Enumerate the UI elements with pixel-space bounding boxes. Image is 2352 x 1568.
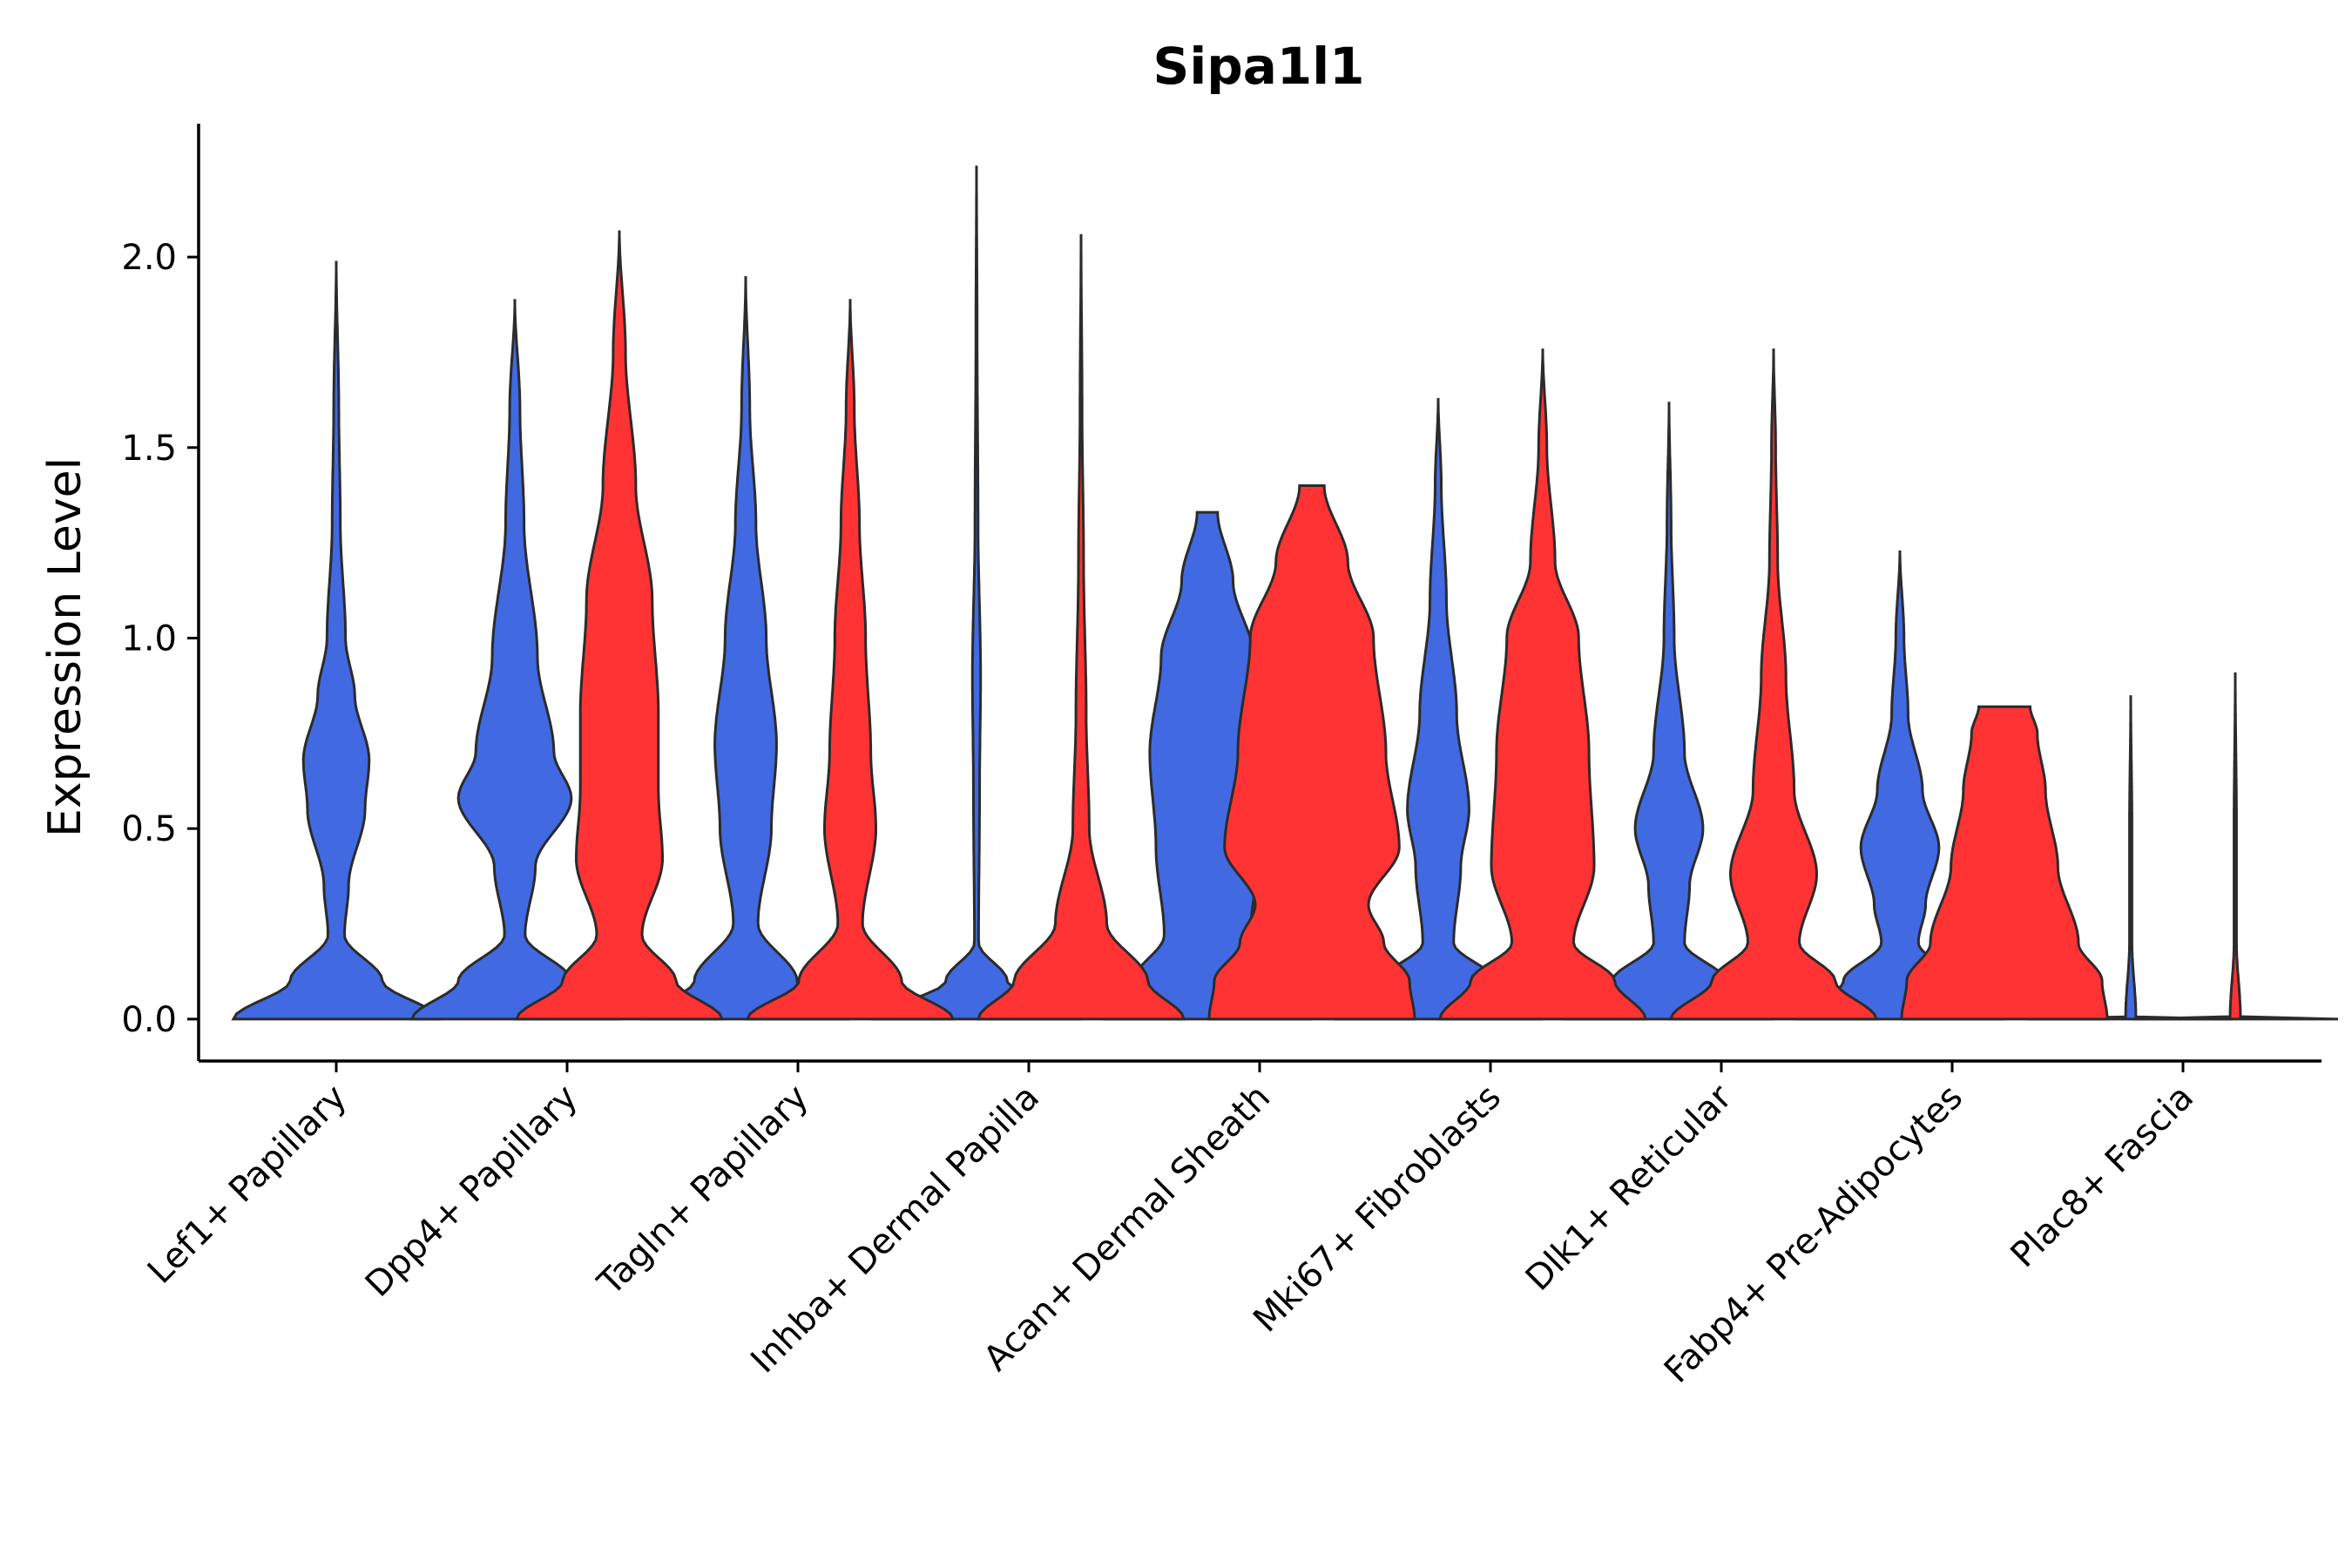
- y-tick-label: 0.5: [121, 809, 177, 849]
- violin-blue-0: [231, 260, 442, 1021]
- y-tick-label: 1.5: [121, 429, 177, 469]
- violin-red-6: [1668, 348, 1879, 1021]
- violin-red-8: [2132, 672, 2339, 1021]
- violin-blue-5: [1333, 397, 1544, 1021]
- x-tick-label: Lef1+ Papillary: [140, 1078, 355, 1292]
- violin-red-5: [1438, 348, 1647, 1021]
- violin-blue-3: [870, 166, 1083, 1021]
- violin-red-4: [1207, 484, 1416, 1021]
- violin-red-3: [976, 233, 1186, 1021]
- violin-blue-7: [1794, 550, 2005, 1021]
- y-tick-label: 2.0: [121, 238, 177, 278]
- chart-title: Sipa1l1: [1153, 37, 1365, 96]
- y-tick-label: 0.0: [121, 1000, 177, 1040]
- violin-blue-1: [409, 299, 620, 1021]
- violin-blue-8: [2027, 695, 2234, 1021]
- violin-red-1: [514, 230, 725, 1021]
- violin-layer: [231, 166, 2339, 1021]
- y-axis-label: Expression Level: [39, 457, 91, 837]
- violin-blue-2: [640, 276, 851, 1021]
- y-tick-label: 1.0: [121, 618, 177, 659]
- x-tick-label: Dpp4+ Papillary: [358, 1078, 585, 1305]
- violin-red-2: [745, 299, 956, 1021]
- x-tick-label: Mki67+ Fibroblasts: [1246, 1078, 1509, 1341]
- violin-blue-6: [1564, 402, 1774, 1021]
- x-tick-label: Tagln+ Papillary: [590, 1078, 816, 1304]
- violin-red-7: [1900, 705, 2109, 1021]
- x-tick-label: Dlk1+ Reticular: [1518, 1077, 1740, 1299]
- x-tick-label: Plac8+ Fascia: [2004, 1078, 2202, 1276]
